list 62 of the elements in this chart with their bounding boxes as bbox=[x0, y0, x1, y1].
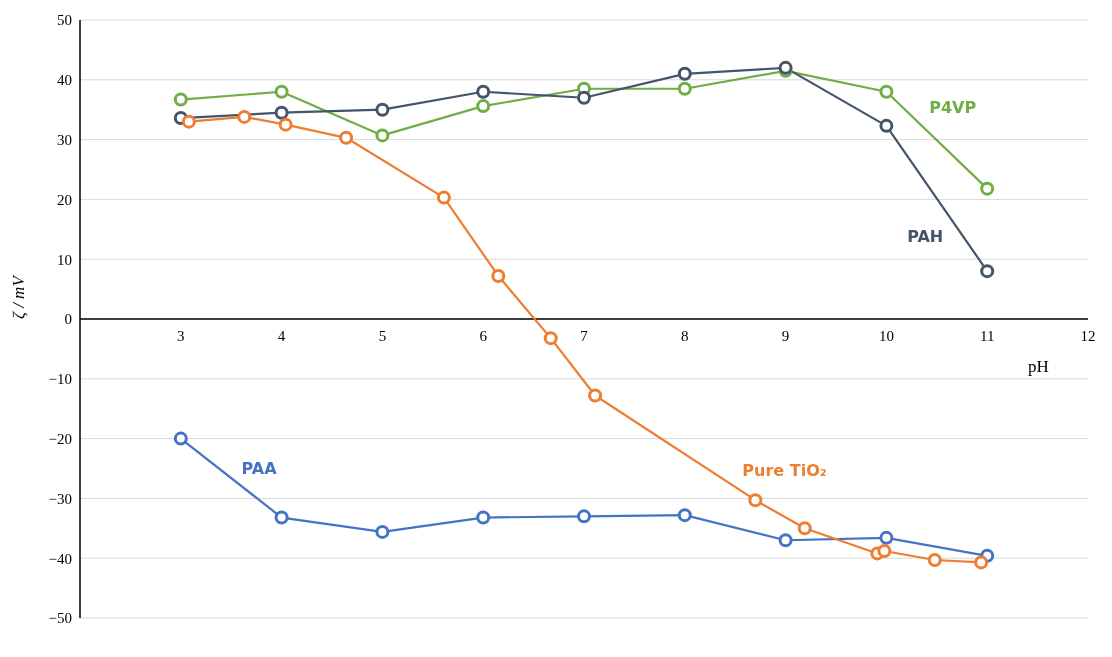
point bbox=[778, 533, 793, 548]
series-label: PAH bbox=[907, 227, 944, 247]
point bbox=[543, 331, 558, 346]
point bbox=[476, 99, 491, 114]
point bbox=[588, 388, 603, 403]
y-tick-label: 50 bbox=[57, 12, 72, 29]
point bbox=[980, 264, 995, 279]
y-tick-label: −10 bbox=[48, 371, 72, 388]
point bbox=[677, 66, 692, 81]
point bbox=[677, 508, 692, 523]
x-tick-label: 8 bbox=[681, 328, 689, 344]
x-tick-label: 7 bbox=[580, 328, 589, 344]
point bbox=[577, 509, 591, 524]
series-label: Pure TiO₂ bbox=[742, 461, 827, 481]
x-tick-label: 6 bbox=[479, 328, 488, 344]
point bbox=[879, 118, 894, 133]
y-tick-label: 10 bbox=[57, 251, 72, 268]
point bbox=[797, 521, 812, 536]
point bbox=[181, 114, 196, 129]
point bbox=[677, 81, 692, 96]
point bbox=[375, 524, 390, 539]
y-tick-label: 20 bbox=[57, 191, 72, 208]
y-tick-label: 40 bbox=[57, 72, 72, 89]
point bbox=[173, 431, 188, 446]
x-tick-label: 12 bbox=[1080, 328, 1096, 344]
y-axis-title: ζ / mV bbox=[9, 273, 29, 319]
x-tick-label: 4 bbox=[277, 328, 286, 344]
point bbox=[476, 510, 491, 525]
point bbox=[927, 552, 942, 567]
point bbox=[476, 84, 491, 99]
point bbox=[879, 530, 894, 545]
series-label: P4VP bbox=[929, 97, 977, 117]
point bbox=[974, 555, 989, 570]
point bbox=[278, 117, 293, 132]
point bbox=[879, 84, 894, 99]
y-tick-label: 0 bbox=[64, 311, 72, 328]
point bbox=[748, 493, 763, 508]
y-tick-label: −20 bbox=[48, 430, 72, 447]
x-tick-label: 5 bbox=[378, 328, 387, 344]
y-tick-label: −40 bbox=[48, 550, 72, 567]
x-axis-title: pH bbox=[1028, 357, 1049, 377]
point bbox=[375, 128, 390, 143]
point bbox=[577, 90, 591, 105]
point bbox=[375, 102, 390, 117]
point bbox=[173, 92, 188, 107]
series-label: PAA bbox=[241, 458, 278, 478]
x-tick-label: 3 bbox=[177, 328, 185, 344]
y-tick-label: −30 bbox=[48, 490, 72, 507]
point bbox=[980, 181, 995, 196]
point bbox=[237, 109, 252, 124]
y-tick-label: 30 bbox=[57, 131, 72, 148]
point bbox=[274, 84, 289, 99]
point bbox=[274, 510, 289, 525]
point bbox=[339, 130, 354, 145]
point bbox=[877, 544, 892, 559]
point bbox=[491, 268, 506, 283]
x-tick-label: 10 bbox=[878, 328, 894, 344]
y-tick-label: −50 bbox=[48, 610, 72, 627]
point bbox=[274, 105, 289, 120]
x-tick-label: 9 bbox=[781, 328, 790, 344]
point bbox=[436, 190, 451, 205]
x-tick-label: 11 bbox=[979, 328, 995, 344]
